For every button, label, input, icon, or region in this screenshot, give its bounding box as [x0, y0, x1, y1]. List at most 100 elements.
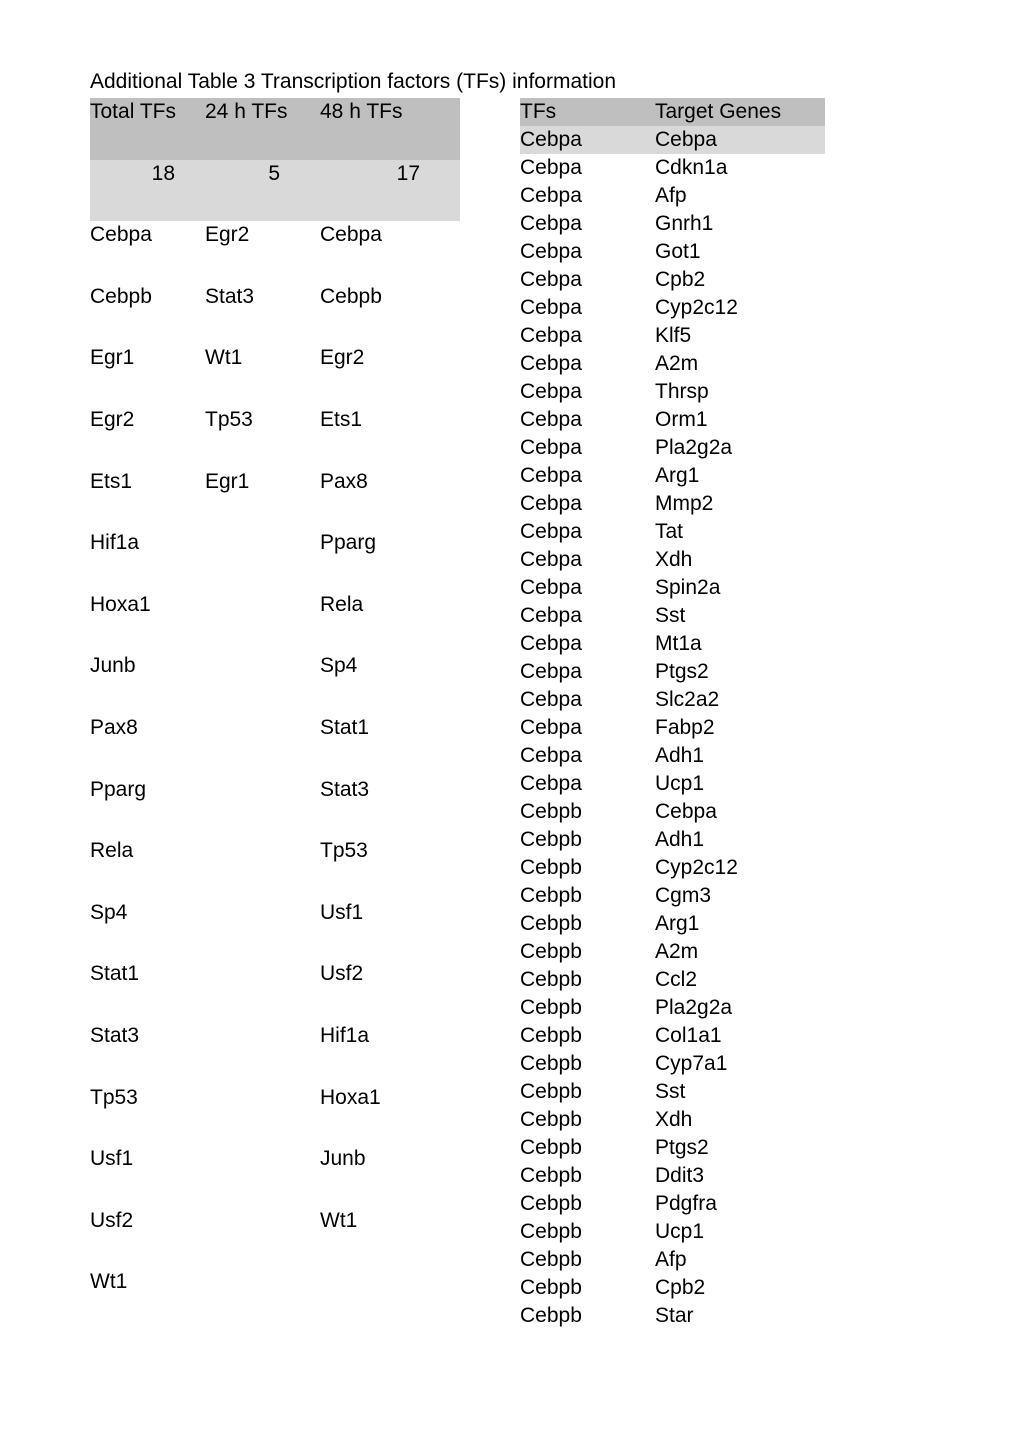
cell-total-tf: Pax8: [90, 714, 205, 776]
cell-tf: Cebpa: [520, 378, 655, 406]
table-row: CebpaAfp: [520, 182, 825, 210]
cell-48h-tf: Junb: [320, 1145, 460, 1207]
table-row: CebpaA2m: [520, 350, 825, 378]
table-row: CebpbDdit3: [520, 1162, 825, 1190]
cell-target-gene: Ucp1: [655, 1218, 825, 1246]
cell-target-gene: Ptgs2: [655, 1134, 825, 1162]
table-row: CebpbSst: [520, 1078, 825, 1106]
cell-target-gene: Cyp2c12: [655, 854, 825, 882]
table-row: CebpbStat3Cebpb: [90, 283, 460, 345]
cell-48h-tf: Tp53: [320, 837, 460, 899]
table-row: CebpaUcp1: [520, 770, 825, 798]
cell-24h-tf: [205, 591, 320, 653]
cell-target-gene: Sst: [655, 602, 825, 630]
table-row: CebpbAdh1: [520, 826, 825, 854]
cell-48h-tf: Rela: [320, 591, 460, 653]
cell-tf: Cebpb: [520, 1134, 655, 1162]
cell-total-tf: Pparg: [90, 776, 205, 838]
cell-tf: Cebpa: [520, 686, 655, 714]
table-row: CebpaPtgs2: [520, 658, 825, 686]
cell-tf: Cebpa: [520, 266, 655, 294]
table-row: CebpaArg1: [520, 462, 825, 490]
header-tfs: TFs: [520, 98, 655, 126]
table-row: Usf2Wt1: [90, 1207, 460, 1269]
cell-24h-tf: Wt1: [205, 344, 320, 406]
header-row: Total TFs 24 h TFs 48 h TFs: [90, 98, 460, 160]
table-row: Egr1Wt1Egr2: [90, 344, 460, 406]
cell-24h-tf: Egr2: [205, 221, 320, 283]
table-row: CebpaMt1a: [520, 630, 825, 658]
table-row: CebpaTat: [520, 518, 825, 546]
cell-target-gene: Mmp2: [655, 490, 825, 518]
cell-tf: Cebpa: [520, 630, 655, 658]
cell-target-gene: Pla2g2a: [655, 434, 825, 462]
cell-total-tf: Cebpa: [90, 221, 205, 283]
cell-target-gene: Sst: [655, 1078, 825, 1106]
cell-tf: Cebpb: [520, 1274, 655, 1302]
cell-24h-tf: [205, 960, 320, 1022]
cell-target-gene: Ddit3: [655, 1162, 825, 1190]
table-row: CebpbPtgs2: [520, 1134, 825, 1162]
table-row: CebpaCyp2c12: [520, 294, 825, 322]
cell-24h-tf: [205, 529, 320, 591]
cell-tf: Cebpa: [520, 434, 655, 462]
table-row: CebpbCol1a1: [520, 1022, 825, 1050]
table-row: Junb Sp4: [90, 652, 460, 714]
cell-tf: Cebpa: [520, 182, 655, 210]
cell-tf: Cebpa: [520, 322, 655, 350]
table-row: RelaTp53: [90, 837, 460, 899]
cell-tf: Cebpb: [520, 1050, 655, 1078]
cell-48h-tf: Hif1a: [320, 1022, 460, 1084]
cell-tf: Cebpa: [520, 602, 655, 630]
cell-total-tf: Junb: [90, 652, 205, 714]
cell-target-gene: Gnrh1: [655, 210, 825, 238]
counts-row: 18 5 17: [90, 160, 460, 222]
cell-24h-tf: [205, 1207, 320, 1269]
cell-target-gene: Afp: [655, 1246, 825, 1274]
subheader-target-genes: Cebpa: [655, 126, 825, 154]
cell-tf: Cebpa: [520, 546, 655, 574]
table-row: CebpaKlf5: [520, 322, 825, 350]
cell-tf: Cebpa: [520, 462, 655, 490]
cell-total-tf: Usf1: [90, 1145, 205, 1207]
cell-tf: Cebpa: [520, 490, 655, 518]
cell-target-gene: Mt1a: [655, 630, 825, 658]
cell-24h-tf: [205, 1084, 320, 1146]
header-total-tfs: Total TFs: [90, 98, 205, 160]
cell-48h-tf: Sp4: [320, 652, 460, 714]
cell-tf: Cebpa: [520, 658, 655, 686]
cell-tf: Cebpa: [520, 574, 655, 602]
header-24h-tfs: 24 h TFs: [205, 98, 320, 160]
cell-tf: Cebpb: [520, 1246, 655, 1274]
table-caption: Additional Table 3 Transcription factors…: [90, 70, 930, 94]
table-row: Stat3Hif1a: [90, 1022, 460, 1084]
cell-48h-tf: Stat3: [320, 776, 460, 838]
table-row: CebpbPdgfra: [520, 1190, 825, 1218]
cell-tf: Cebpa: [520, 770, 655, 798]
cell-tf: Cebpb: [520, 1022, 655, 1050]
table-row: CebpbCebpa: [520, 798, 825, 826]
cell-target-gene: Orm1: [655, 406, 825, 434]
cell-target-gene: Xdh: [655, 1106, 825, 1134]
cell-target-gene: Cgm3: [655, 882, 825, 910]
cell-target-gene: A2m: [655, 938, 825, 966]
cell-tf: Cebpa: [520, 210, 655, 238]
right-table: TFs Target Genes Cebpa Cebpa CebpaCdkn1a…: [520, 98, 825, 1330]
cell-target-gene: Pdgfra: [655, 1190, 825, 1218]
table-row: CebpbA2m: [520, 938, 825, 966]
cell-tf: Cebpb: [520, 798, 655, 826]
cell-48h-tf: Pparg: [320, 529, 460, 591]
cell-tf: Cebpa: [520, 238, 655, 266]
table-row: CebpaMmp2: [520, 490, 825, 518]
cell-24h-tf: Stat3: [205, 283, 320, 345]
cell-24h-tf: Egr1: [205, 468, 320, 530]
cell-48h-tf: Pax8: [320, 468, 460, 530]
table-row: Hif1aPparg: [90, 529, 460, 591]
cell-48h-tf: Cebpb: [320, 283, 460, 345]
cell-24h-tf: [205, 899, 320, 961]
table-row: Sp4Usf1: [90, 899, 460, 961]
cell-target-gene: Cebpa: [655, 798, 825, 826]
cell-tf: Cebpb: [520, 910, 655, 938]
cell-target-gene: Star: [655, 1302, 825, 1330]
table-row: CebpaXdh: [520, 546, 825, 574]
